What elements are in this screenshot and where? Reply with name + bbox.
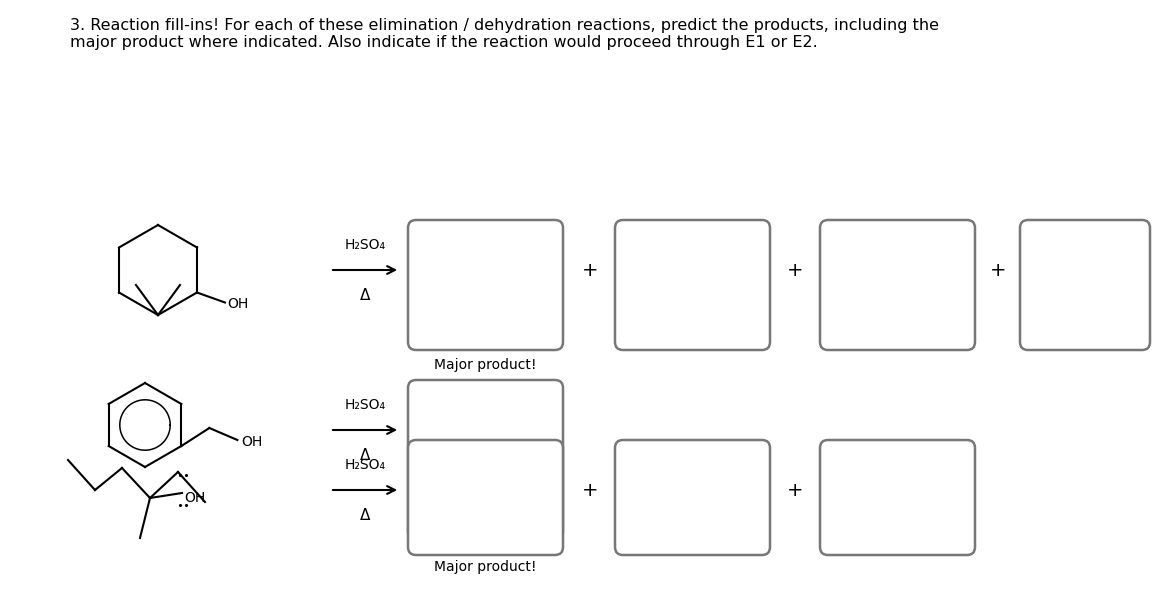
Text: Δ: Δ	[360, 508, 370, 523]
FancyBboxPatch shape	[615, 440, 770, 555]
Text: H₂SO₄: H₂SO₄	[344, 238, 386, 252]
Text: OH: OH	[184, 491, 205, 505]
Text: +: +	[581, 481, 598, 499]
Text: Δ: Δ	[360, 288, 370, 303]
Text: +: +	[786, 260, 804, 279]
Text: Major product!: Major product!	[434, 560, 536, 574]
Text: OH: OH	[241, 435, 262, 449]
FancyBboxPatch shape	[408, 380, 563, 540]
FancyBboxPatch shape	[408, 440, 563, 555]
Text: H₂SO₄: H₂SO₄	[344, 458, 386, 472]
FancyBboxPatch shape	[1020, 220, 1150, 350]
Text: H₂SO₄: H₂SO₄	[344, 398, 386, 412]
FancyBboxPatch shape	[820, 440, 975, 555]
Text: 3. Reaction fill-ins! For each of these elimination / dehydration reactions, pre: 3. Reaction fill-ins! For each of these …	[70, 18, 940, 50]
Text: +: +	[786, 481, 804, 499]
Text: Δ: Δ	[360, 448, 370, 463]
Text: +: +	[581, 260, 598, 279]
Text: +: +	[990, 260, 1006, 279]
FancyBboxPatch shape	[820, 220, 975, 350]
FancyBboxPatch shape	[408, 220, 563, 350]
Text: Major product!: Major product!	[434, 358, 536, 372]
FancyBboxPatch shape	[615, 220, 770, 350]
Text: OH: OH	[227, 297, 248, 311]
